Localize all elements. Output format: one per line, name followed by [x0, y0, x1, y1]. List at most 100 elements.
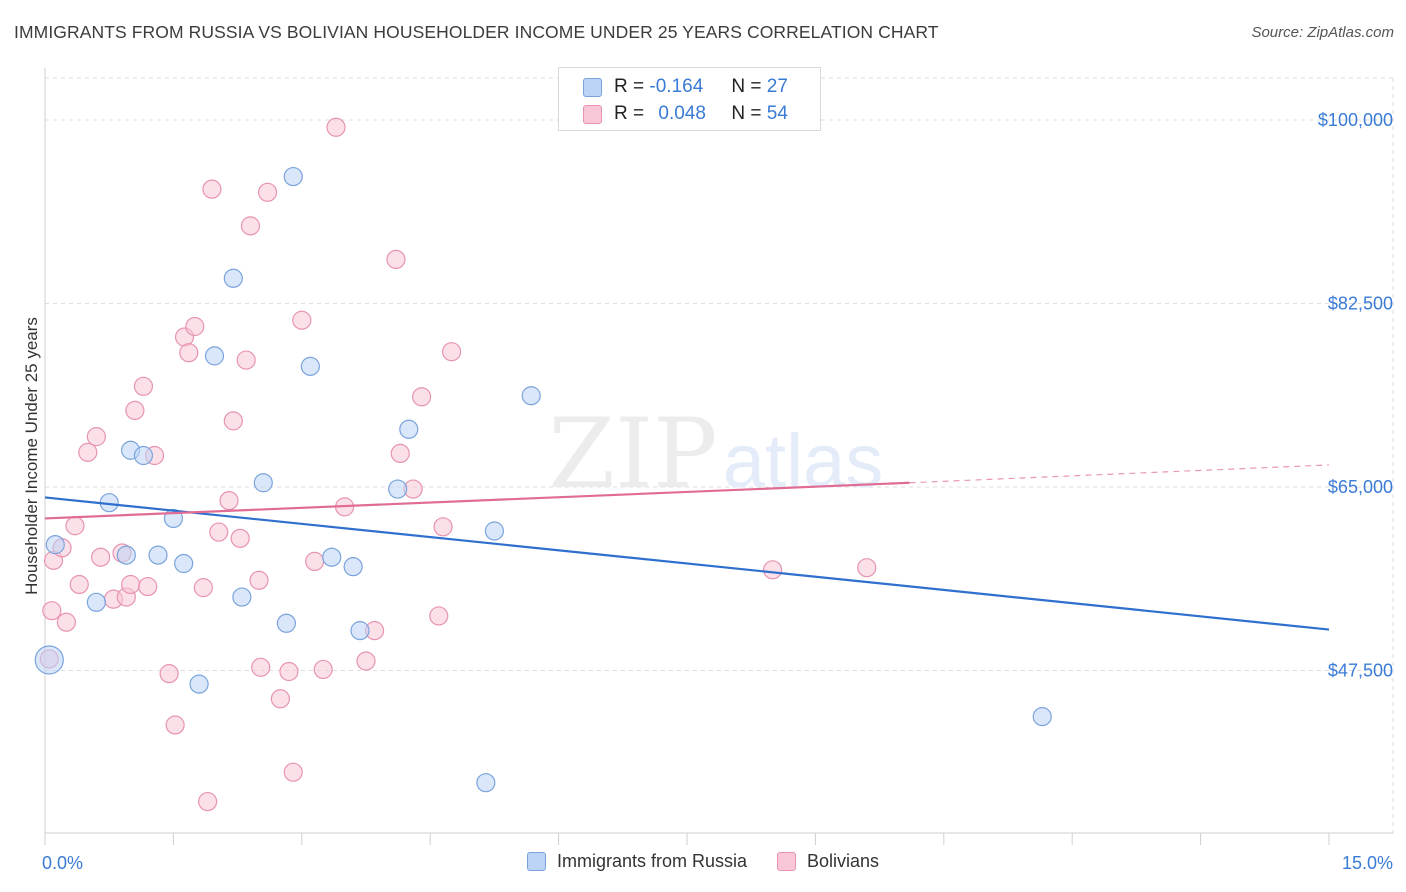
bolivians-point [230, 528, 250, 548]
russia-point [343, 557, 363, 577]
watermark: ZIP atlas [548, 398, 883, 510]
bolivians-point [78, 442, 98, 462]
bolivians-point [442, 342, 462, 362]
russia-point [34, 645, 64, 675]
bolivians-point [198, 791, 218, 812]
bolivians-point [209, 522, 229, 542]
bolivians-point [292, 310, 312, 330]
bolivians-point [125, 400, 145, 421]
y-tick-labels: $47,500 $65,000 $82,500 $100,000 [1318, 110, 1393, 681]
bolivians-point [223, 411, 243, 431]
russia-point [204, 346, 225, 366]
bolivians-trend-line [44, 481, 910, 520]
bolivians-point [236, 350, 256, 370]
bolivians-point [283, 762, 303, 782]
bolivians-point [65, 516, 85, 536]
legend-label-russia: Immigrants from Russia [556, 851, 747, 871]
legend-row-russia: R = -0.164 N = 27 [583, 74, 788, 100]
bolivians-point [56, 612, 77, 632]
legend-item-russia: Immigrants from Russia [526, 851, 747, 872]
legend-n-value: 54 [766, 103, 788, 124]
bolivians-point [386, 249, 406, 270]
series-bolivians [39, 117, 877, 812]
bolivia-legend-swatch [777, 852, 796, 871]
bolivians-point [179, 343, 199, 363]
russia-point [283, 166, 303, 187]
bolivians-point [138, 576, 158, 597]
bolivians-point [42, 601, 62, 621]
russia-point [189, 674, 209, 694]
russia-point [223, 268, 243, 288]
russia-point [174, 553, 194, 574]
russia-point [350, 621, 370, 641]
legend-row-bolivia: R = 0.048 N = 54 [583, 101, 788, 127]
legend-n-label: N = [731, 76, 762, 97]
series-immigrants-from-russia [34, 166, 1052, 793]
legend-r-value: -0.164 [649, 76, 704, 97]
legend-label-bolivia: Bolivians [807, 851, 880, 871]
bolivians-point [305, 551, 325, 572]
russia-point [116, 545, 136, 565]
axes [44, 68, 1393, 845]
bolivians-point [185, 316, 205, 337]
russia-point [148, 545, 168, 565]
russia-point [253, 473, 273, 493]
x-tick-label: 15.0% [1342, 853, 1393, 873]
y-axis-label: Householder Income Under 25 years [22, 317, 41, 595]
bolivians-point [412, 387, 432, 407]
legend-r-label: R = [614, 76, 645, 97]
russia-trend-line [44, 496, 1330, 631]
bolivia-swatch [583, 104, 602, 124]
bolivians-point [69, 574, 89, 595]
russia-legend-swatch [526, 852, 546, 871]
russia-point [322, 547, 342, 567]
legend-n-value: 27 [766, 76, 788, 97]
russia-point [484, 521, 504, 541]
bolivians-point [356, 651, 376, 671]
legend-n-label: N = [731, 103, 762, 124]
legend-item-bolivia: Bolivians [777, 851, 879, 872]
chart-title: IMMIGRANTS FROM RUSSIA VS BOLIVIAN HOUSE… [14, 22, 939, 42]
legend-r-label: R = [614, 103, 645, 124]
bolivians-point [313, 659, 333, 680]
series-legend: Immigrants from Russia Bolivians [0, 851, 1406, 872]
bolivians-point [165, 715, 185, 735]
russia-point [276, 613, 296, 633]
y-tick-label: $47,500 [1328, 660, 1393, 680]
russia-point [300, 356, 320, 376]
y-tick-label: $65,000 [1328, 477, 1393, 497]
bolivians-point [86, 427, 106, 447]
bolivians-point [240, 216, 261, 236]
bolivians-point [857, 558, 877, 578]
source-label: Source: ZipAtlas.com [1251, 24, 1394, 41]
y-tick-label: $82,500 [1328, 293, 1393, 313]
bolivians-point [202, 179, 222, 199]
russia-point [521, 386, 541, 406]
bolivians-point [133, 376, 154, 396]
bolivians-point [251, 657, 271, 677]
bolivians-point [433, 517, 453, 537]
trend-lines [44, 464, 1330, 631]
bolivians-point [257, 182, 278, 202]
bolivians-point [249, 570, 269, 590]
russia-point [232, 587, 252, 607]
russia-point [133, 445, 154, 466]
bolivians-point [762, 560, 783, 580]
y-tick-label: $100,000 [1318, 110, 1393, 130]
watermark-atlas: atlas [723, 419, 884, 504]
russia-point [476, 773, 496, 793]
russia-point [45, 535, 65, 555]
bolivians-point [193, 578, 213, 598]
x-tick-labels: 0.0% 15.0% [42, 853, 1393, 873]
russia-point [388, 479, 408, 499]
bolivians-point [219, 490, 239, 511]
bolivians-point [429, 606, 449, 626]
bolivians-point [159, 664, 179, 684]
legend-r-value: 0.048 [658, 103, 706, 124]
bolivians-point [270, 689, 290, 709]
correlation-legend: R = -0.164 N = 27 R = 0.048 N = 54 [558, 67, 821, 131]
russia-swatch [583, 77, 602, 97]
russia-point [86, 592, 106, 612]
bolivians-point [121, 574, 141, 595]
